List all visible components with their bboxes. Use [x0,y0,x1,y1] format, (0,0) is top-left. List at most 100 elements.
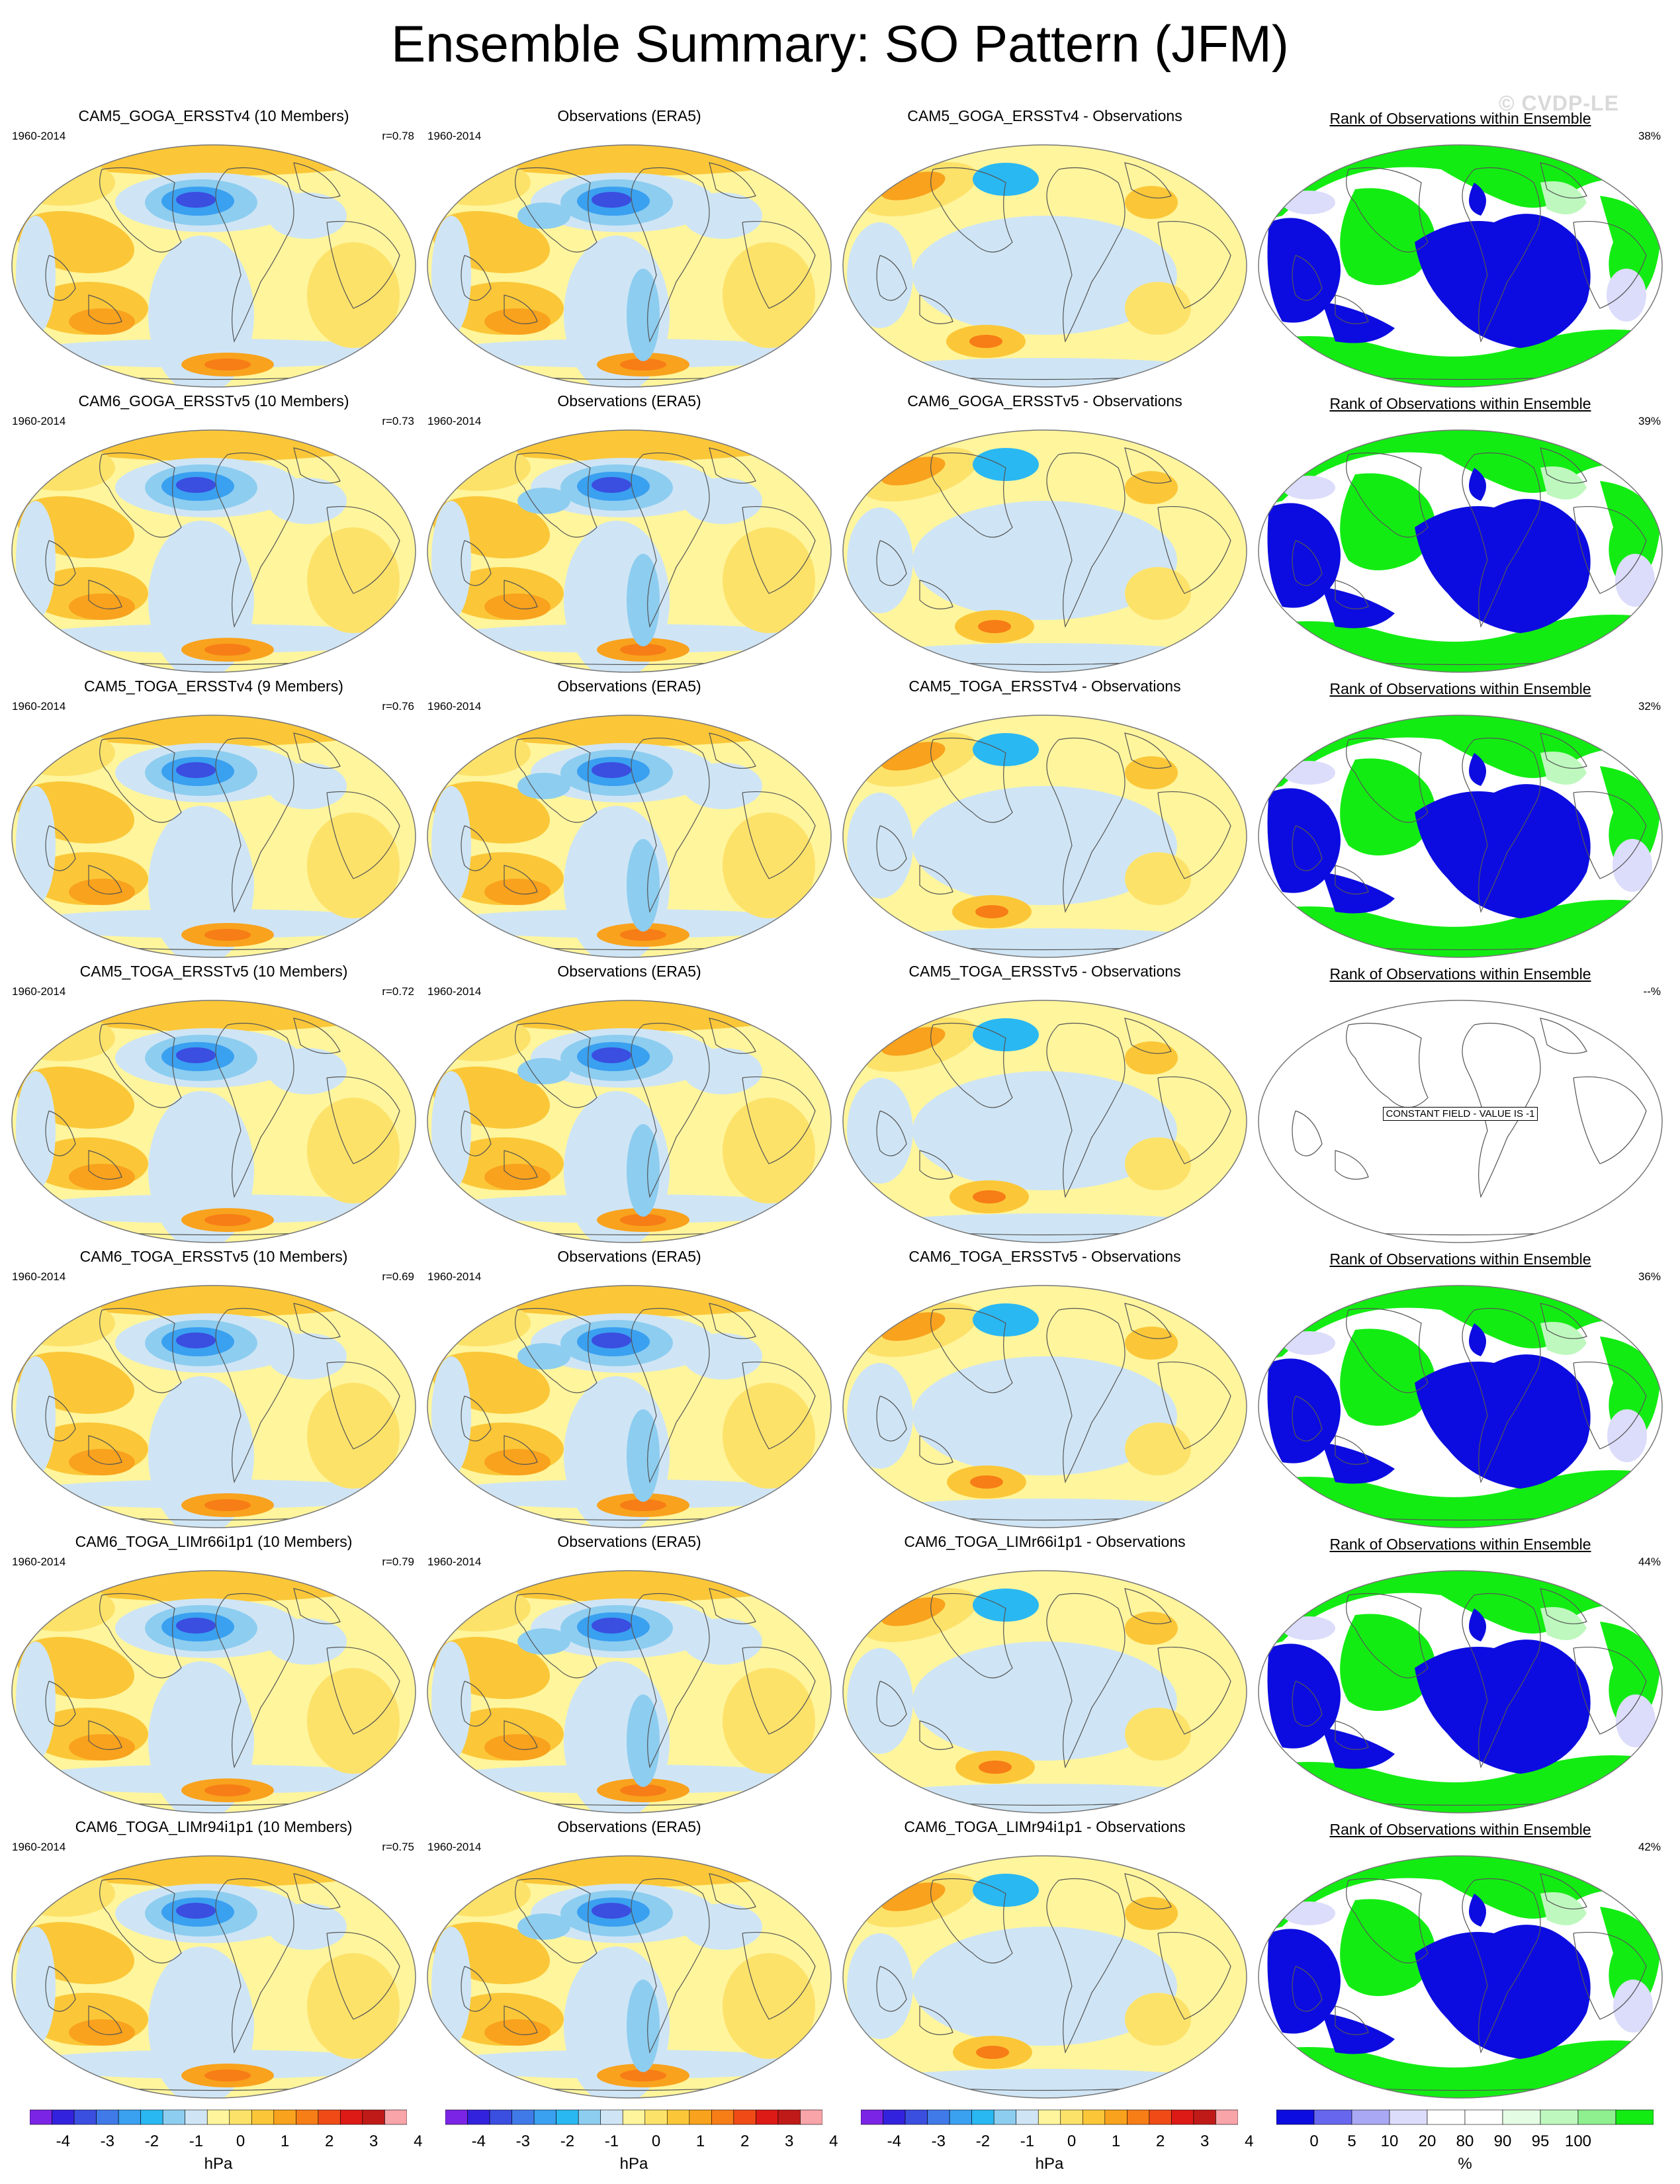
period-label: 1960-2014 [427,1270,482,1283]
coastline [45,1395,76,1442]
coastline [742,1647,816,1735]
colorbar-swatch [1104,2109,1127,2125]
colorbar-swatch [30,2109,52,2125]
contour-region [1125,567,1191,620]
coastline [326,506,400,594]
coastline [461,1681,492,1727]
constant-field-text: CONSTANT FIELD - VALUE IS -1 [1383,1107,1538,1121]
panel-title: CAM6_TOGA_ERSSTv5 (10 Members) [79,1248,348,1265]
map-panel-rank: Rank of Observations within Ensemble 32% [1252,676,1669,961]
contour-region [881,742,946,771]
contour-region [431,1571,828,1602]
contour-region [15,430,412,461]
coastline [1046,738,1126,913]
coastline [293,162,341,198]
colorbar-swatch [511,2109,535,2125]
coastline [1157,1932,1231,2020]
map-outline [11,1285,416,1528]
map-outline [1258,1000,1663,1243]
colorbar-ticks: -4 -3 -2 -1 0 1 2 3 4 [861,2132,1254,2155]
colorbar-tick-label: 80 [1456,2132,1474,2150]
map-panel-rank: Rank of Observations within Ensemble 39% [1252,391,1669,676]
colorbar-swatch [949,2109,972,2125]
colorbar-swatch [1389,2109,1428,2125]
contour-region [592,1618,631,1634]
contour-region [847,222,913,328]
contour-region [620,644,666,656]
coastline [1346,1022,1429,1108]
coastline [876,1681,907,1727]
colorbar-tick-label: 10 [1380,2132,1399,2150]
colorbar-tick-label: -1 [604,2132,619,2150]
contour-region [176,1047,216,1063]
period-label: 1960-2014 [12,1555,66,1568]
contour-region [683,763,762,809]
coastline [326,1647,400,1735]
contour-region [973,1018,1039,1051]
contour-region [620,1499,666,1511]
coastline [709,447,756,484]
contour-region [846,643,1243,672]
rank-low-region [1322,2013,1395,2054]
coastline [742,1076,816,1164]
rank-low-region [1322,302,1395,343]
contour-region [204,644,251,656]
map-panel-ens: CAM6_TOGA_LIMr66i1p1 (10 Members) 1960-20… [5,1532,422,1816]
contour-region [847,1078,913,1184]
contour-region [176,192,216,208]
rank-low-region [1415,1925,1591,2059]
contour-region [723,1668,815,1774]
rank-low-region [1267,1643,1341,1749]
map-ens [9,713,418,959]
coastline [1124,162,1172,198]
rank-mid-region [1540,1607,1587,1640]
pattern-correlation: r=0.79 [382,1555,414,1568]
watermark: © CVDP-LE [1499,91,1619,115]
contour-region [176,1332,216,1348]
map-obs [425,1284,834,1530]
contour-region [846,2069,1243,2098]
colorbar-swatch [362,2109,385,2125]
coastline [631,738,710,913]
map-panel-obs: Observations (ERA5) 1960-2014 [421,1817,838,2101]
coastline [1157,1362,1231,1450]
coastline [930,1307,1013,1393]
colorbar-tick-label: -3 [100,2132,115,2150]
map-outline [1258,144,1663,388]
colorbar-swatch [140,2109,163,2125]
colorbar-swatch [1216,2109,1238,2125]
map-svg [427,144,832,388]
period-label: 1960-2014 [427,130,482,142]
coastline [461,255,492,301]
colorbar-tick-label: 0 [236,2132,245,2150]
coastline [631,1023,710,1198]
colorbar-tick-label: 2 [740,2132,750,2150]
map-obs [425,143,834,389]
pattern-correlation: r=0.73 [382,415,414,427]
contour-region [973,163,1039,196]
colorbar-tick-label: -4 [471,2132,486,2150]
contour-region [431,1286,828,1317]
colorbar-tick-label: -1 [1020,2132,1035,2150]
map-svg [11,429,416,673]
coastline [1046,1593,1126,1769]
coastline [461,1110,492,1157]
coastlines [22,1018,406,1236]
rank-mid-region [1607,1409,1647,1462]
contour-region [267,1903,347,1950]
pattern-correlation: r=0.69 [382,1270,414,1283]
map-svg [1258,1285,1663,1528]
map-outline [842,1285,1247,1528]
coastline [1157,791,1231,879]
colorbar-swatch [52,2109,75,2125]
coastline [293,732,341,769]
contour-region [431,1641,471,1761]
rank-mid-region [1540,1892,1587,1925]
map-outline [842,1000,1247,1243]
rank-low-region [1415,1639,1591,1774]
coastline [1540,1303,1587,1339]
map-outline [1258,715,1663,958]
colorbar-tick-label: 1 [695,2132,705,2150]
rank-low-region [1267,218,1341,323]
map-diff [840,713,1249,959]
